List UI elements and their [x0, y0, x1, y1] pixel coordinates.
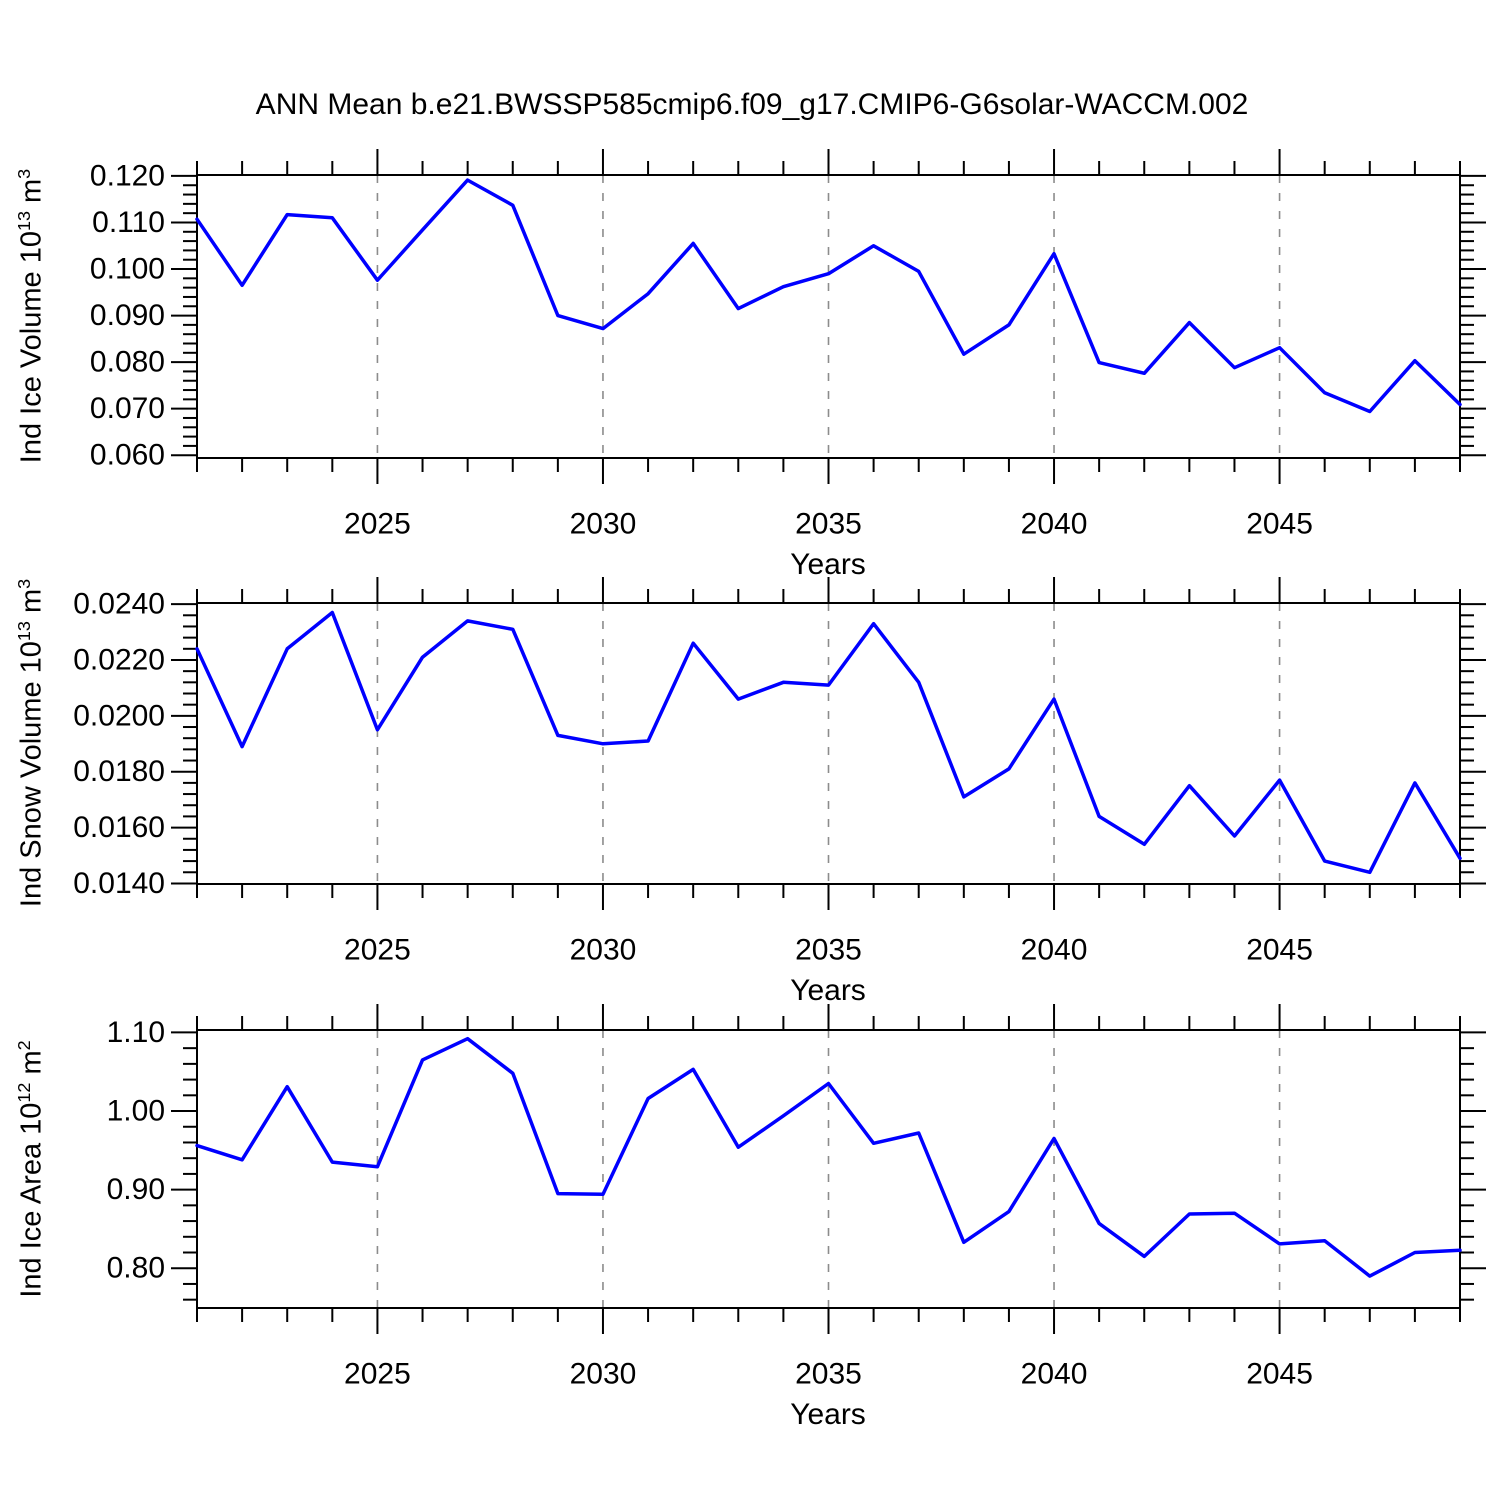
x-tick-label: 2040 [1021, 934, 1088, 967]
y-axis-title-text: Ind Snow Volume 10 [15, 641, 48, 908]
y-axis-title-superscript: 13 [13, 211, 34, 232]
x-tick-label: 2035 [795, 934, 862, 967]
y-tick-labels: 0.0140 0.0160 0.0180 0.0200 0.0220 0.0240 [73, 588, 165, 900]
x-axis-label-panel-3: Years [790, 1398, 866, 1431]
y-axis-title-text: Ind Ice Area 10 [15, 1102, 48, 1298]
x-tick-label: 2030 [570, 508, 637, 541]
y-tick-label: 0.80 [107, 1252, 165, 1285]
x-tick-label: 2045 [1246, 1358, 1313, 1391]
y-tick-label: 0.0200 [73, 699, 165, 732]
x-tick-label: 2025 [344, 508, 411, 541]
y-axis-title-text: m [15, 178, 48, 212]
y-tick-label: 0.100 [90, 253, 165, 286]
y-tick-label: 0.060 [90, 439, 165, 472]
y-axis-title-ice-volume: Ind Ice Volume 1013 m3 [13, 168, 49, 464]
x-tick-label: 2025 [344, 934, 411, 967]
y-axis-title-superscript: 13 [13, 621, 34, 642]
y-tick-label: 0.080 [90, 346, 165, 379]
series-line-snow-volume [195, 610, 1462, 875]
y-tick-label: 0.090 [90, 299, 165, 332]
tick-marks [171, 1004, 1486, 1334]
y-tick-label: 0.0160 [73, 811, 165, 844]
y-tick-labels: 0.060 0.070 0.080 0.090 0.100 0.110 0.120 [90, 159, 165, 471]
y-axis-title-superscript: 12 [13, 1082, 34, 1103]
y-axis-title-superscript: 2 [13, 1040, 34, 1051]
y-tick-label: 0.120 [90, 159, 165, 192]
panel-snow-volume: 0.0140 0.0160 0.0180 0.0200 0.0220 0.0240 2025… [73, 577, 1486, 967]
series-line-ice-volume [195, 178, 1462, 414]
y-tick-label: 0.0140 [73, 867, 165, 900]
y-tick-label: 0.90 [107, 1173, 165, 1206]
x-tick-label: 2030 [570, 934, 637, 967]
y-axis-title-superscript: 3 [13, 168, 34, 179]
y-axis-title-text: Ind Ice Volume 10 [15, 231, 48, 464]
x-tick-labels: 2025 2030 2035 2040 2045 [344, 508, 1313, 541]
y-tick-label: 1.00 [107, 1095, 165, 1128]
y-axis-title-text: m [15, 588, 48, 622]
x-tick-label: 2035 [795, 508, 862, 541]
y-tick-label: 0.110 [92, 206, 165, 239]
y-axis-title-ice-area: Ind Ice Area 1012 m2 [13, 1040, 49, 1298]
y-tick-label: 1.10 [107, 1016, 165, 1049]
panel-ice-area: 0.80 0.90 1.00 1.10 2025 2030 2035 2040 2045 [107, 1004, 1486, 1391]
y-axis-title-text: m [15, 1050, 48, 1083]
y-tick-labels: 0.80 0.90 1.00 1.10 [107, 1016, 165, 1285]
x-tick-labels: 2025 2030 2035 2040 2045 [344, 1358, 1313, 1391]
y-tick-label: 0.0180 [73, 755, 165, 788]
x-axis-label-panel-2: Years [790, 974, 866, 1007]
x-tick-label: 2030 [570, 1358, 637, 1391]
y-axis-title-snow-volume: Ind Snow Volume 1013 m3 [13, 578, 49, 908]
tick-marks [171, 577, 1486, 910]
x-tick-label: 2040 [1021, 508, 1088, 541]
y-tick-label: 0.0220 [73, 643, 165, 676]
y-axis-title-superscript: 3 [13, 578, 34, 589]
series-line-ice-area [195, 1036, 1462, 1278]
x-axis-label-panel-1: Years [790, 548, 866, 581]
x-tick-labels: 2025 2030 2035 2040 2045 [344, 934, 1313, 967]
x-tick-label: 2045 [1246, 934, 1313, 967]
x-tick-label: 2025 [344, 1358, 411, 1391]
y-tick-label: 0.0240 [73, 588, 165, 621]
y-tick-label: 0.070 [90, 392, 165, 425]
x-tick-label: 2040 [1021, 1358, 1088, 1391]
x-tick-label: 2045 [1246, 508, 1313, 541]
tick-marks [171, 149, 1486, 484]
x-tick-label: 2035 [795, 1358, 862, 1391]
chart-title: ANN Mean b.e21.BWSSP585cmip6.f09_g17.CMI… [255, 88, 1249, 121]
